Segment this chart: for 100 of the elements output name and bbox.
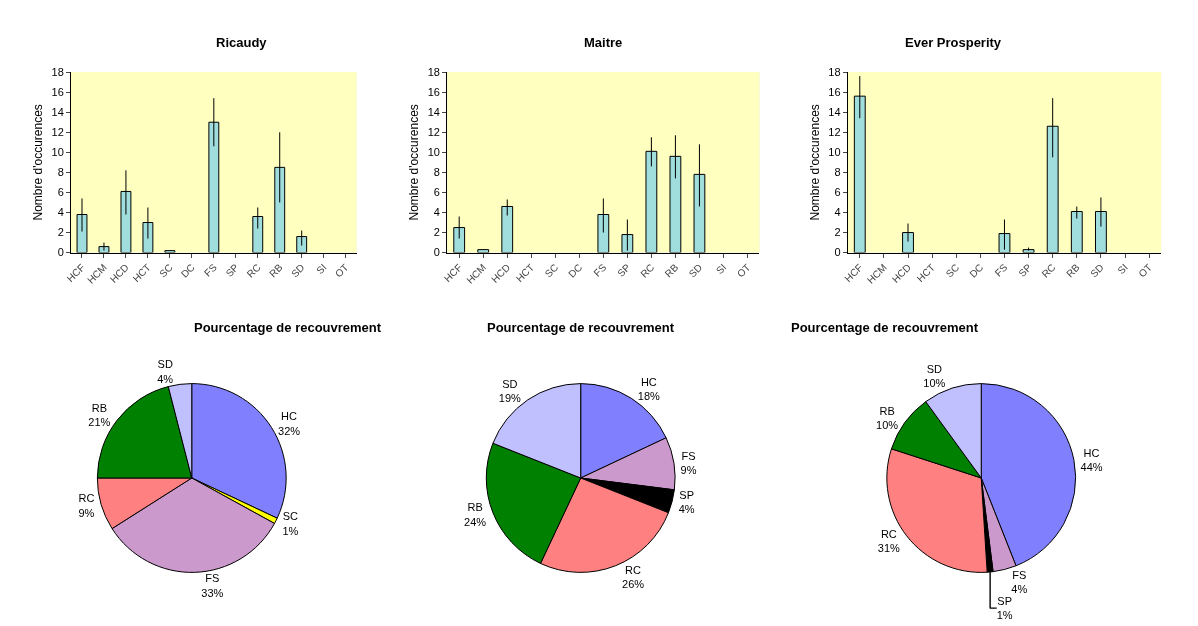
- x-tick-label: OT: [1136, 261, 1155, 280]
- slice-label: HC: [1083, 446, 1100, 459]
- x-tick-label: SI: [713, 261, 729, 277]
- y-tick-label: 16: [828, 85, 841, 98]
- y-tick-label: 2: [433, 226, 440, 239]
- y-tick-label: 12: [427, 126, 440, 139]
- chart-title: Pourcentage de recouvrement: [791, 320, 979, 335]
- y-tick-label: 12: [51, 126, 64, 139]
- x-tick-label: FS: [992, 261, 1010, 279]
- slice-label: SD: [502, 377, 518, 390]
- x-tick-label: FS: [591, 261, 609, 279]
- y-tick-label: 18: [427, 65, 440, 78]
- y-axis-title: Nombre d'occurences: [807, 104, 822, 221]
- y-tick-label: 6: [57, 186, 64, 199]
- data-label: 10%: [923, 377, 946, 390]
- data-label: 9%: [78, 506, 95, 519]
- slice-label: RB: [879, 404, 895, 417]
- data-label: 10%: [876, 419, 899, 432]
- y-tick-label: 14: [51, 106, 64, 119]
- y-tick-label: 18: [51, 65, 64, 78]
- data-label: 1%: [282, 524, 299, 537]
- x-tick-label: OT: [734, 261, 753, 280]
- x-tick-label: RB: [267, 261, 285, 280]
- x-tick-label: SD: [686, 261, 705, 280]
- x-tick-label: RC: [638, 261, 657, 280]
- chart-title: Ricaudy: [216, 35, 268, 50]
- x-tick-label: DC: [178, 261, 197, 280]
- x-tick-label: RB: [1064, 261, 1082, 280]
- x-tick-label: RC: [244, 261, 263, 280]
- chart-title: Pourcentage de recouvrement: [487, 320, 675, 335]
- data-label: 4%: [157, 372, 174, 385]
- y-tick-label: 0: [57, 246, 64, 259]
- x-tick-label: DC: [566, 261, 585, 280]
- data-label: 31%: [877, 541, 901, 554]
- data-label: 18%: [637, 390, 661, 403]
- y-axis-title: Nombre d'occurences: [30, 104, 45, 221]
- data-label: 21%: [88, 416, 111, 429]
- x-tick-label: DC: [967, 261, 986, 280]
- y-tick-label: 10: [51, 146, 64, 159]
- x-tick-label: FS: [201, 261, 219, 279]
- y-tick-label: 10: [427, 146, 440, 159]
- y-tick-label: 14: [427, 106, 440, 119]
- x-tick-label: OT: [332, 261, 351, 280]
- x-tick-label: SI: [1115, 261, 1130, 277]
- slice-label: RC: [880, 527, 897, 540]
- y-tick-label: 8: [834, 166, 841, 179]
- data-label: 1%: [996, 609, 1013, 622]
- slice-label: SD: [157, 358, 173, 371]
- slice-label: FS: [1012, 568, 1027, 581]
- chart-title: Ever Prosperity: [905, 35, 1002, 50]
- data-label: 19%: [498, 392, 522, 405]
- slice-label: SC: [282, 510, 299, 523]
- x-tick-label: RB: [662, 261, 681, 280]
- y-tick-label: 14: [828, 106, 841, 119]
- y-tick-label: 18: [828, 65, 841, 78]
- y-tick-label: 6: [433, 186, 440, 199]
- y-axis-title: Nombre d'occurences: [407, 104, 422, 221]
- x-tick-label: SC: [943, 261, 962, 280]
- chart-title: Maitre: [584, 35, 623, 50]
- slice-label: FS: [681, 449, 696, 462]
- x-tick-label: SD: [1088, 261, 1106, 280]
- slice-label: RC: [625, 563, 642, 576]
- data-label: 32%: [278, 424, 301, 437]
- data-label: 26%: [622, 578, 645, 591]
- data-label: 4%: [678, 503, 695, 516]
- x-tick-label: SP: [1016, 261, 1034, 280]
- y-tick-label: 4: [433, 206, 440, 219]
- data-label: 24%: [464, 515, 487, 528]
- slice-label: SD: [926, 363, 942, 376]
- x-tick-label: RC: [1039, 261, 1058, 280]
- y-tick-label: 10: [828, 146, 841, 159]
- x-tick-label: SC: [542, 261, 561, 280]
- slice-label: RB: [467, 501, 483, 514]
- y-tick-label: 16: [427, 85, 440, 98]
- slice-label: HC: [640, 375, 657, 388]
- x-tick-label: SD: [289, 261, 307, 280]
- y-tick-label: 6: [834, 186, 841, 199]
- data-label: 33%: [201, 586, 224, 599]
- slice-label: SP: [997, 594, 1012, 607]
- y-tick-label: 8: [433, 166, 440, 179]
- y-tick-label: 8: [57, 166, 64, 179]
- slice-label: FS: [205, 572, 220, 585]
- x-tick-label: SP: [223, 261, 241, 280]
- data-label: 9%: [680, 464, 697, 477]
- y-tick-label: 2: [57, 226, 64, 239]
- y-tick-label: 0: [433, 246, 440, 259]
- slice-label: SP: [679, 489, 694, 502]
- y-tick-label: 0: [834, 246, 841, 259]
- y-tick-label: 12: [828, 126, 841, 139]
- y-tick-label: 16: [51, 85, 64, 98]
- slice-label: HC: [281, 410, 298, 423]
- x-tick-label: SC: [157, 261, 175, 280]
- y-tick-label: 2: [834, 226, 841, 239]
- x-tick-label: SI: [314, 261, 329, 277]
- y-tick-label: 4: [57, 206, 64, 219]
- slice-label: RC: [78, 492, 95, 505]
- y-tick-label: 4: [834, 206, 841, 219]
- chart-title: Pourcentage de recouvrement: [194, 320, 382, 335]
- x-tick-label: SP: [615, 261, 633, 280]
- slice-label: RB: [91, 402, 108, 415]
